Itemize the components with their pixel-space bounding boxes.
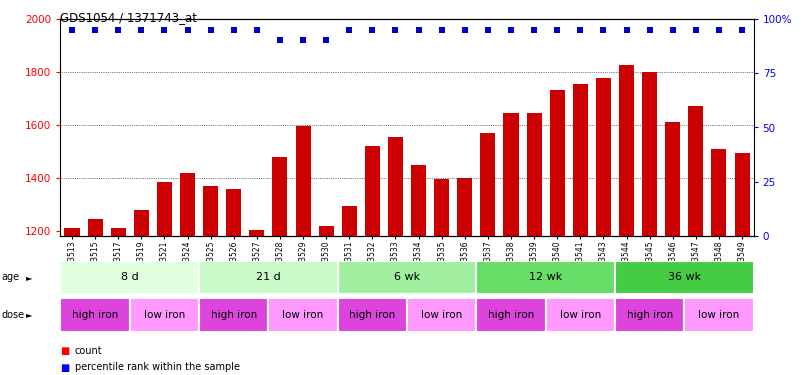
Bar — [550, 90, 565, 236]
Text: high iron: high iron — [626, 310, 673, 320]
Text: 8 d: 8 d — [121, 273, 139, 282]
Text: count: count — [75, 346, 102, 355]
Bar — [642, 72, 657, 236]
Text: low iron: low iron — [559, 310, 601, 320]
Bar — [318, 226, 334, 236]
Bar — [272, 157, 288, 236]
Text: dose: dose — [2, 310, 25, 320]
Bar — [504, 113, 518, 236]
Bar — [365, 146, 380, 236]
Bar — [526, 113, 542, 236]
Bar — [88, 219, 102, 236]
Bar — [688, 106, 704, 236]
Bar — [342, 206, 357, 236]
Text: age: age — [2, 273, 19, 282]
Bar — [249, 230, 264, 236]
Bar — [476, 261, 615, 294]
Bar — [338, 298, 407, 332]
Bar — [199, 298, 268, 332]
Bar — [180, 172, 195, 236]
Bar — [434, 179, 449, 236]
Bar — [203, 186, 218, 236]
Bar — [199, 261, 338, 294]
Text: high iron: high iron — [488, 310, 534, 320]
Bar — [615, 298, 684, 332]
Text: 36 wk: 36 wk — [667, 273, 701, 282]
Bar — [476, 298, 546, 332]
Text: 12 wk: 12 wk — [529, 273, 563, 282]
Bar — [546, 298, 615, 332]
Text: ■: ■ — [60, 346, 69, 355]
Text: 6 wk: 6 wk — [394, 273, 420, 282]
Text: low iron: low iron — [698, 310, 740, 320]
Bar — [268, 298, 338, 332]
Text: high iron: high iron — [210, 310, 257, 320]
Bar — [573, 84, 588, 236]
Bar — [684, 298, 754, 332]
Bar — [407, 298, 476, 332]
Bar — [157, 182, 172, 236]
Bar — [480, 133, 496, 236]
Bar — [615, 261, 754, 294]
Text: percentile rank within the sample: percentile rank within the sample — [75, 363, 240, 372]
Text: ■: ■ — [60, 363, 69, 372]
Bar — [64, 228, 80, 236]
Bar — [411, 165, 426, 236]
Text: ►: ► — [26, 273, 32, 282]
Bar — [130, 298, 199, 332]
Bar — [665, 122, 680, 236]
Text: high iron: high iron — [72, 310, 118, 320]
Bar — [226, 189, 241, 236]
Text: low iron: low iron — [282, 310, 324, 320]
Text: low iron: low iron — [421, 310, 463, 320]
Text: 21 d: 21 d — [256, 273, 280, 282]
Text: ►: ► — [26, 310, 32, 320]
Text: GDS1054 / 1371743_at: GDS1054 / 1371743_at — [60, 11, 197, 24]
Bar — [296, 126, 310, 236]
Bar — [457, 178, 472, 236]
Bar — [388, 137, 403, 236]
Bar — [712, 149, 726, 236]
Text: low iron: low iron — [143, 310, 185, 320]
Bar — [596, 78, 611, 236]
Text: high iron: high iron — [349, 310, 396, 320]
Bar — [338, 261, 476, 294]
Bar — [619, 65, 634, 236]
Bar — [134, 210, 149, 236]
Bar — [110, 228, 126, 236]
Bar — [60, 298, 130, 332]
Bar — [60, 261, 199, 294]
Bar — [734, 153, 750, 236]
